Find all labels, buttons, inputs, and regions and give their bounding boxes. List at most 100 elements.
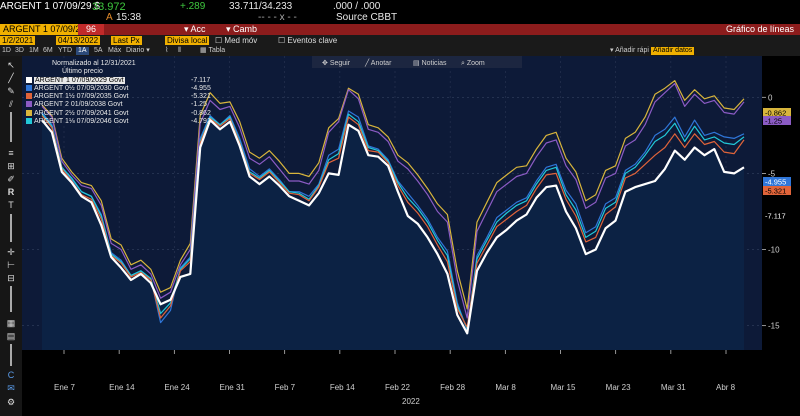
line-chart-icon[interactable]: ⌇ xyxy=(165,47,169,54)
pen-tool-icon[interactable]: ✎ xyxy=(7,85,15,96)
moving-average-checkbox-icon: ☐ xyxy=(215,36,225,45)
legend-value: -4.955 xyxy=(191,84,211,92)
edit-menu[interactable]: ▾ Camb xyxy=(226,24,257,35)
x-tick-label: Feb 28 xyxy=(440,383,465,392)
bar-chart-icon[interactable]: ⫴ xyxy=(178,47,181,54)
table-view-button[interactable]: ▦ Tabla xyxy=(200,47,225,55)
frequency-selector[interactable]: Diario ▾ xyxy=(126,47,150,55)
range-ytd[interactable]: YTD xyxy=(58,47,72,54)
legend-label: ARGENT 2½ 07/09/2041 Govt xyxy=(34,109,129,117)
y-tick-label: -10 xyxy=(768,246,780,255)
grid-tool-icon[interactable]: ▦ xyxy=(6,317,16,328)
annotate-button[interactable]: ╱ Anotar xyxy=(364,58,392,67)
measure-tool-icon[interactable]: ⊢ xyxy=(7,259,15,270)
range-1d[interactable]: 1D xyxy=(2,47,11,54)
menu-bar: ARGENT 1 07/09/2 96 ▾ Acc ▾ Camb Gráfico… xyxy=(0,24,800,35)
x-axis-panel xyxy=(22,350,800,416)
x-tick-label: Abr 8 xyxy=(716,383,736,392)
security-ticker[interactable]: ARGENT 1 07/09/29 $ xyxy=(0,1,100,12)
legend-entry[interactable]: ARGENT 2 01/09/2038 Govt -1.25 xyxy=(26,101,207,109)
trendline-tool-icon[interactable]: ╱ xyxy=(8,72,14,83)
legend-entry[interactable]: ARGENT 1½ 07/09/2035 Govt -5.321 xyxy=(26,93,211,101)
legend-swatch xyxy=(26,84,32,91)
legend-entry[interactable]: ARGENT 0½ 07/09/2030 Govt -4.955 xyxy=(26,84,211,93)
status-dashes: -- - - x - - xyxy=(258,12,297,23)
start-date-field[interactable]: 1/2/2021 xyxy=(0,36,36,45)
last-time: 15:38 xyxy=(116,12,142,23)
legend-label: ARGENT 1⅛ 07/09/2046 Govt xyxy=(34,118,129,126)
legend-value: -7.117 xyxy=(191,76,211,84)
key-events-toggle[interactable]: ☐ Eventos clave xyxy=(276,36,339,45)
moving-average-toggle[interactable]: ☐ Med móv xyxy=(213,36,259,45)
news-button[interactable]: ▤ Noticias xyxy=(413,60,447,67)
pointer-tool-icon[interactable]: ↖ xyxy=(7,59,15,70)
y-axis: 0 -5 -10 -15 xyxy=(762,93,780,331)
news-label: Noticias xyxy=(422,60,447,67)
zoom-label: Zoom xyxy=(467,60,485,67)
text-tool-icon[interactable]: T xyxy=(8,200,14,210)
series-line xyxy=(41,83,745,319)
x-axis: Ene 7 Ene 14 Ene 24 Ene 31 Feb 7 Feb 14 Feb 22… xyxy=(54,350,736,392)
r-tool-icon[interactable]: R xyxy=(7,187,15,197)
news-tool-icon[interactable]: C xyxy=(7,370,15,380)
legend-label: ARGENT 1½ 07/09/2035 Govt xyxy=(34,93,129,101)
legend: Normalizado al 12/31/2021 Último precio … xyxy=(26,60,211,126)
moving-average-label: Med móv xyxy=(224,36,258,45)
last-price: 33.972 xyxy=(92,1,126,13)
legend-label: ARGENT 2 01/09/2038 Govt xyxy=(34,101,123,109)
zoom-button[interactable]: ⌕ Zoom xyxy=(461,60,485,67)
x-tick-label: Feb 14 xyxy=(330,383,355,392)
parameter-bar: 1/2/2021 04/13/2022 Last Px Divisa local… xyxy=(0,35,800,46)
end-date-field[interactable]: 04/13/2022 xyxy=(56,36,101,45)
range-1m[interactable]: 1M xyxy=(29,47,39,54)
price-change: +.289 xyxy=(180,1,206,12)
news-icon: ▤ xyxy=(413,60,422,67)
series-line xyxy=(41,115,745,328)
legend-swatch xyxy=(26,93,32,100)
x-tick-label: Feb 7 xyxy=(275,383,296,392)
legend-label: ARGENT 1 07/09/2029 Govt xyxy=(34,76,125,84)
ruler-tool-icon[interactable]: ⊞ xyxy=(7,160,15,171)
quick-add-chevron-icon: ▾ xyxy=(610,47,616,54)
brush-tool-icon[interactable]: ✐ xyxy=(7,173,15,184)
drawing-toolbar: ↖ ╱ ✎ ⫽ ≡ ⊞ ✐ R T ✛ ⊢ ⊟ ▦ ▤ C ✉ ⚙ xyxy=(0,56,22,416)
field-selector[interactable]: Last Px xyxy=(111,36,142,45)
series-line xyxy=(41,80,745,310)
legend-entry[interactable]: ARGENT 1⅛ 07/09/2046 Govt -4.792 xyxy=(26,118,211,126)
chart[interactable]: 0 -5 -10 -15 Ene 7 Ene 14 Ene 24 Ene 31 Feb 7 Fe… xyxy=(22,56,800,416)
style-tool-icon[interactable]: ▤ xyxy=(6,330,16,341)
fibonacci-tool-icon[interactable]: ⊟ xyxy=(7,272,15,283)
quick-add-button[interactable]: ▾ Añadir rápi xyxy=(610,47,649,55)
x-year-label: 2022 xyxy=(402,397,420,406)
note-tool-icon[interactable]: ✉ xyxy=(7,382,15,393)
security-field[interactable]: ARGENT 1 07/09/2 xyxy=(0,24,84,35)
view-menu-button[interactable]: 96 xyxy=(78,24,105,35)
lines-tool-icon[interactable]: ≡ xyxy=(8,148,14,158)
follow-button[interactable]: ✥ Seguir xyxy=(322,59,351,67)
legend-value: -1.25 xyxy=(191,101,207,109)
x-tick-label: Ene 14 xyxy=(109,383,135,392)
actions-menu[interactable]: ▾ Acc xyxy=(184,24,206,35)
currency-selector[interactable]: Divisa local xyxy=(165,36,210,45)
table-label: Tabla xyxy=(208,47,226,54)
zoom-icon: ⌕ xyxy=(461,60,467,67)
legend-swatch xyxy=(26,76,32,83)
settings-gear-icon[interactable]: ⚙ xyxy=(6,396,16,407)
crosshair-tool-icon[interactable]: ✛ xyxy=(7,246,15,257)
actions-chevron-icon: ▾ xyxy=(184,24,191,34)
channel-tool-icon[interactable]: ⫽ xyxy=(8,98,13,109)
x-tick-label: Mar 8 xyxy=(495,383,516,392)
add-data-field[interactable]: Añadir datos xyxy=(651,47,695,55)
legend-entry[interactable]: ARGENT 1 07/09/2029 Govt -7.117 xyxy=(26,76,210,85)
sidebar-divider xyxy=(10,344,12,366)
y-tick-label: -15 xyxy=(768,322,780,331)
range-3d[interactable]: 3D xyxy=(15,47,24,54)
range-1a[interactable]: 1A xyxy=(76,47,89,55)
last-value-tag-bg xyxy=(763,186,791,195)
range-6m[interactable]: 6M xyxy=(43,47,53,54)
range-5a[interactable]: 5A xyxy=(94,47,103,54)
legend-swatch xyxy=(26,109,32,116)
range-max[interactable]: Máx xyxy=(108,47,122,54)
last-value-tag-bg xyxy=(763,108,791,117)
legend-entry[interactable]: ARGENT 2½ 07/09/2041 Govt -0.862 xyxy=(26,109,211,118)
